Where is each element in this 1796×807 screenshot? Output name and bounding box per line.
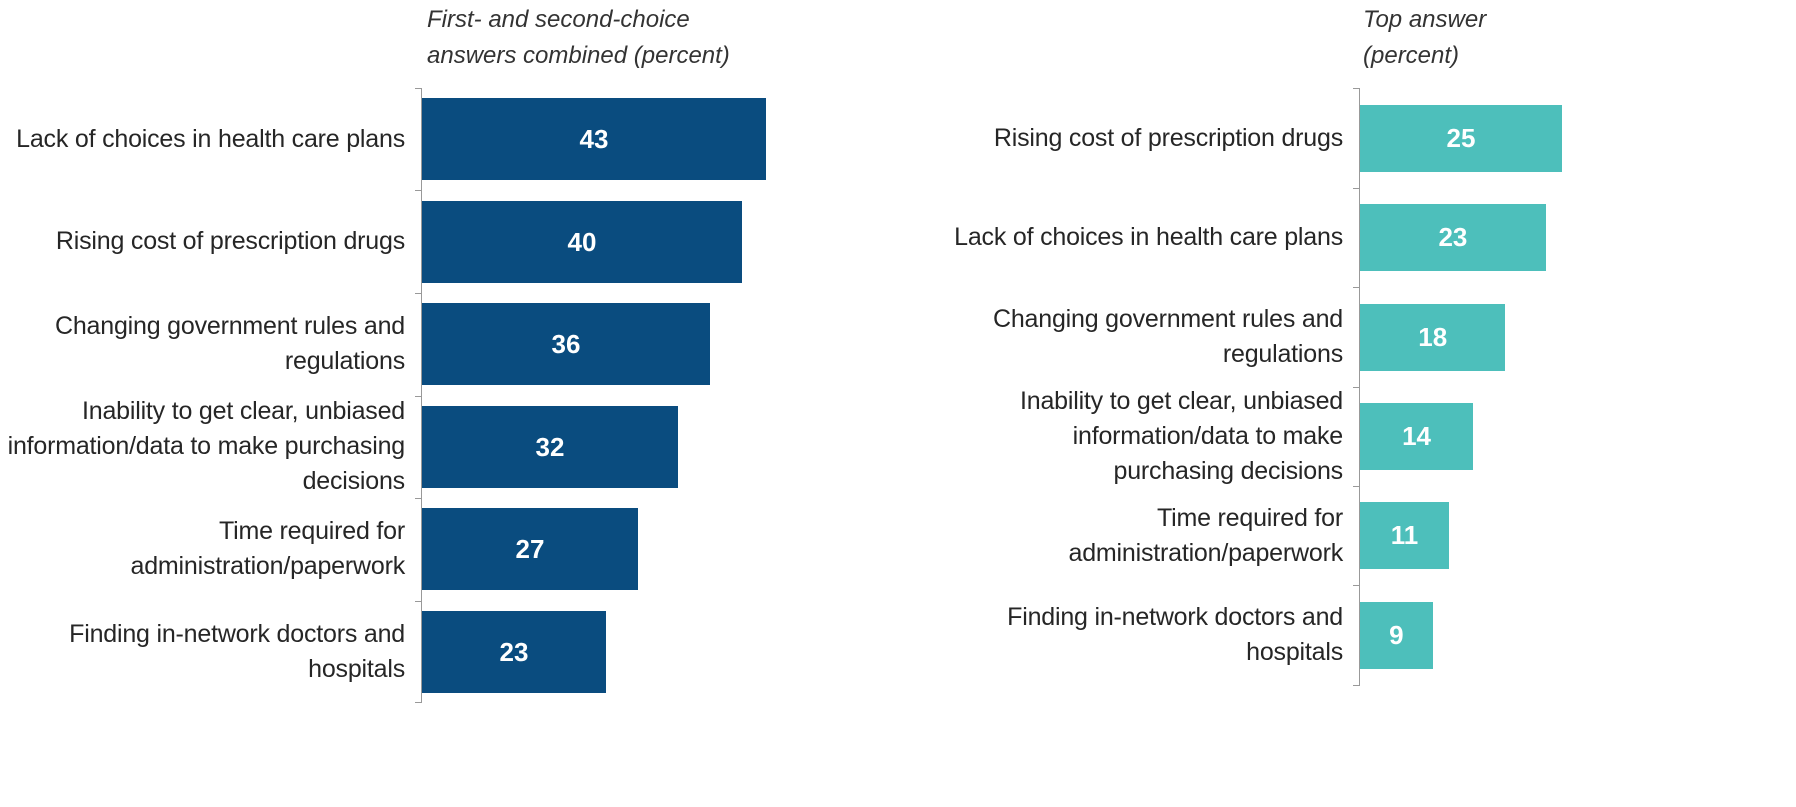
bar xyxy=(422,611,606,693)
bar xyxy=(422,200,742,283)
category-label: Finding in-network doctors and hospitals xyxy=(1007,603,1343,666)
value-label: 36 xyxy=(551,329,581,360)
axis-tick xyxy=(1353,287,1359,289)
axis-tick xyxy=(1353,685,1359,686)
bar xyxy=(422,405,678,488)
category-label: Rising cost of prescription drugs xyxy=(55,227,405,256)
axis-line xyxy=(1359,88,1360,686)
category-label: Inability to get clear, unbiased informa… xyxy=(7,397,406,496)
value-label: 18 xyxy=(1418,321,1448,352)
axis-tick xyxy=(415,600,421,602)
axis-tick xyxy=(1353,188,1359,190)
axis-tick xyxy=(415,395,421,397)
category-label: Time required for administration/paperwo… xyxy=(1068,503,1344,567)
bar xyxy=(422,98,766,180)
axis-tick xyxy=(415,190,421,192)
axis-tick xyxy=(1353,386,1359,388)
axis-tick xyxy=(1353,585,1359,587)
value-label: 27 xyxy=(515,534,545,565)
category-label: Rising cost of prescription drugs xyxy=(993,124,1343,152)
value-label: 23 xyxy=(499,637,529,667)
category-label: Inability to get clear, unbiased informa… xyxy=(1020,386,1343,485)
axis-tick xyxy=(1353,486,1359,488)
value-label: 25 xyxy=(1446,123,1476,153)
bar xyxy=(1360,204,1546,272)
bar xyxy=(1360,601,1433,669)
category-label: Lack of choices in health care plans xyxy=(954,223,1343,252)
bar xyxy=(422,303,710,386)
value-label: 11 xyxy=(1390,520,1419,551)
chart-title: First- and second-choice answers combine… xyxy=(427,6,730,69)
category-label: Time required for administration/paperwo… xyxy=(130,517,406,581)
value-label: 32 xyxy=(535,431,565,462)
category-label: Changing government rules and regulation… xyxy=(993,305,1343,369)
chart-title: Top answer (percent) xyxy=(1363,6,1487,69)
value-label: 9 xyxy=(1389,619,1404,650)
axis-tick xyxy=(415,498,421,500)
value-label: 23 xyxy=(1438,222,1468,253)
bar xyxy=(1360,105,1562,172)
value-label: 43 xyxy=(579,124,609,154)
category-label: Changing government rules and regulation… xyxy=(55,312,405,376)
bar xyxy=(1360,303,1506,371)
category-label: Finding in-network doctors and hospitals xyxy=(69,620,405,683)
axis-line xyxy=(421,88,422,703)
axis-tick xyxy=(415,702,421,703)
value-label: 40 xyxy=(567,226,597,257)
bar xyxy=(1360,402,1474,470)
bar xyxy=(422,508,638,591)
axis-tick xyxy=(415,292,421,294)
axis-tick xyxy=(1353,88,1359,89)
value-label: 14 xyxy=(1402,420,1432,451)
axis-tick xyxy=(415,88,421,89)
bar xyxy=(1360,502,1449,570)
category-label: Lack of choices in health care plans xyxy=(16,124,405,153)
